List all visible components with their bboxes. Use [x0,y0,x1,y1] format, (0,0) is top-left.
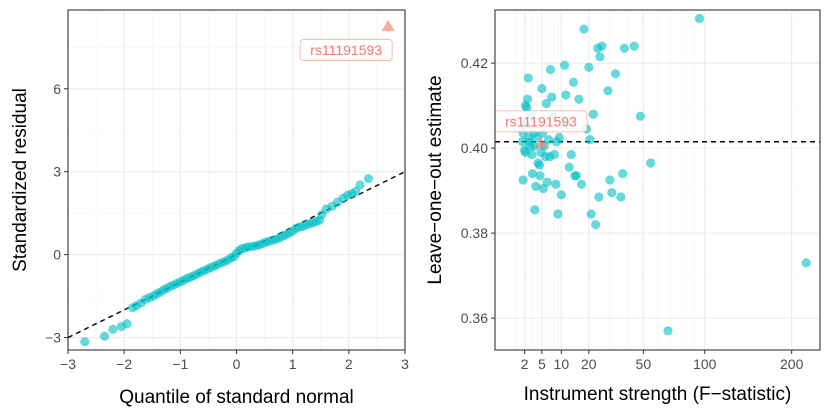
x-tick-label: 5 [538,356,546,372]
y-tick-label: 0.36 [461,310,488,326]
data-point [595,52,605,62]
data-point [588,109,598,119]
data-point [619,43,629,53]
y-tick-label: 0.40 [461,140,488,156]
x-tick-label: 0 [233,356,241,372]
data-point [561,90,571,100]
x-tick-label: 100 [693,356,717,372]
data-point [594,192,604,202]
data-point [541,98,551,109]
y-tick-label: 0.38 [461,225,488,241]
x-axis-title: Instrument strength (F−statistic) [524,384,792,405]
x-axis-title: Quantile of standard normal [119,387,353,408]
x-tick-label: 20 [581,356,597,372]
x-tick-label: −3 [60,356,76,372]
data-point [574,94,584,104]
data-point [553,209,563,219]
data-point [527,169,538,179]
data-point [535,171,545,181]
y-tick-label: 0.42 [461,55,488,71]
data-point [629,41,639,51]
outlier-label-box [299,39,393,61]
outlier-marker [381,19,395,32]
data-point [554,132,564,143]
x-tick-label: 10 [554,356,570,372]
x-tick-label: 1 [289,356,297,372]
data-point [556,190,566,200]
data-point [108,324,118,334]
data-point [522,103,532,113]
outlier-label: rs11191593 [299,39,393,61]
data-point [663,326,673,336]
data-point [568,77,579,87]
data-point [591,220,601,230]
data-point [616,192,626,202]
outlier-label-text: rs11191593 [505,113,577,129]
data-point [610,69,621,79]
outlier-label-text: rs11191593 [310,42,382,58]
data-point [363,174,374,184]
x-tick-label: 2 [521,356,529,372]
data-point [122,319,132,329]
data-point [559,60,570,70]
x-tick-label: 200 [780,356,804,372]
y-tick-label: 6 [53,81,61,97]
data-point [585,135,595,145]
data-point [564,162,574,172]
data-point [605,175,615,185]
y-axis-title: Leave−one−out estimate [425,75,446,284]
x-tick-label: 50 [636,356,652,372]
outlier-label: rs11191593 [494,110,588,133]
data-point [518,175,528,185]
y-tick-label: 3 [53,164,61,180]
x-tick-label: 2 [345,356,353,372]
data-point [549,149,559,160]
data-point [551,179,561,189]
outlier-marker [534,136,548,149]
data-point [579,24,589,34]
data-point [586,209,596,219]
plot-layer [68,19,405,347]
x-tick-label: −2 [116,356,132,372]
qq-plot-panel: rs11191593 −3 −2 −1 0 1 2 3 −3 0 3 6 Quantile of sta… [10,9,409,408]
data-point [80,337,90,347]
data-point [645,158,656,168]
data-point [355,180,365,190]
data-point [584,62,594,72]
data-point [522,94,533,104]
data-point [545,64,556,75]
data-point [350,187,361,197]
data-point [576,179,587,189]
data-point [530,205,540,215]
data-point [543,135,554,145]
data-point [635,111,645,121]
data-point [607,188,617,198]
data-point [694,13,705,24]
data-point [99,331,110,341]
panel-border [494,9,821,351]
data-point [603,86,613,96]
x-tick-label: 3 [401,356,409,372]
data-point [537,84,547,94]
data-point [517,137,527,147]
y-axis-title: Standardized residual [10,88,31,272]
data-point [566,149,576,160]
data-point [531,181,541,191]
data-point [547,92,557,102]
data-point [523,73,533,83]
data-point [801,258,811,268]
data-point [527,149,537,160]
data-point [597,41,607,51]
leave-one-out-panel: rs11191593 2 5 10 20 50 100 200 0.36 0.38 0.40 0.42… [425,9,821,405]
y-tick-label: −3 [45,330,61,346]
y-tick-label: 0 [53,247,61,263]
x-tick-label: −1 [172,356,188,372]
data-point [571,171,581,181]
data-point [542,177,552,187]
data-point [618,169,628,179]
data-point [534,160,545,170]
